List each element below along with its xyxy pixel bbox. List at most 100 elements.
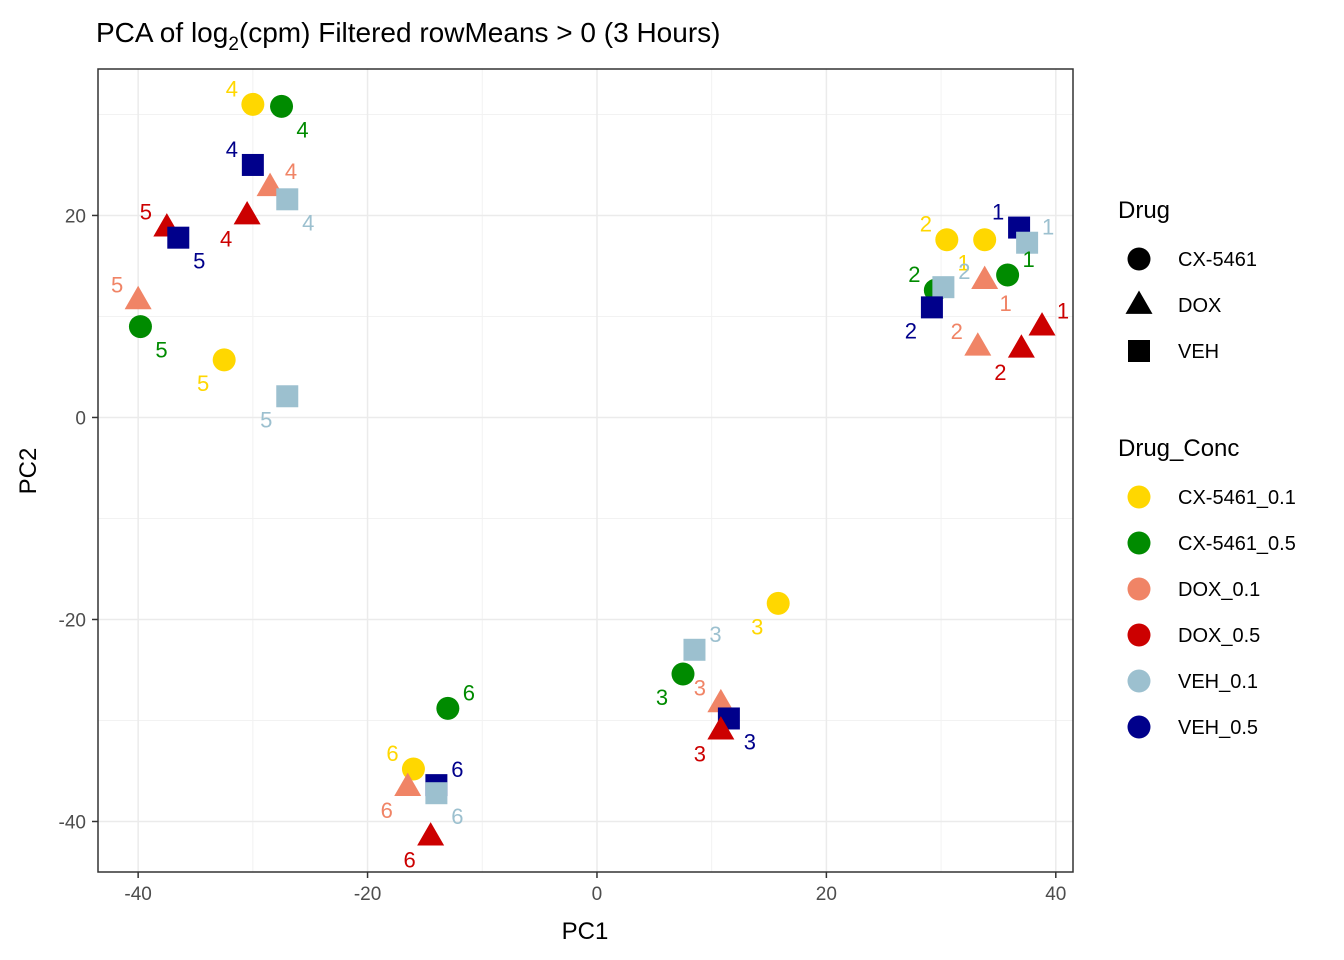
point-label: 3 [744,729,756,754]
data-point [1016,231,1039,254]
legend-color-title: Drug_Conc [1118,435,1239,462]
data-point [766,591,790,615]
x-tick-label: 20 [816,884,837,905]
point-label: 4 [226,76,238,101]
point-label: 5 [111,272,123,297]
point-label: 1 [958,251,970,276]
point-label: 2 [908,262,920,287]
legend-color-key [1127,715,1151,739]
data-point [683,638,706,661]
plot-panel-border [97,68,1074,873]
point-label: 2 [920,212,932,237]
y-tick-label: 20 [65,206,86,227]
point-label: 5 [193,249,205,274]
legend-shape-key [1125,290,1153,314]
legend-shape-label: DOX [1178,295,1221,317]
point-label: 1 [1042,215,1054,240]
point-label: 3 [709,622,721,647]
legend-color-item: CX-5461_0.5 [1127,531,1296,555]
point-label: 3 [656,685,668,710]
point-label: 6 [451,804,463,829]
data-point [920,296,943,319]
legend-color-key [1127,577,1151,601]
y-tick-label: 0 [75,408,86,429]
data-point [212,348,236,372]
legend-color-label: VEH_0.1 [1178,671,1258,693]
point-label: 5 [260,407,272,432]
point-label: 4 [302,210,314,235]
data-point [996,263,1020,287]
x-axis: -40 -20 0 20 40 [124,872,1066,905]
data-point [973,228,997,252]
data-point [436,696,460,720]
minor-grid [98,69,1073,872]
point-label: 6 [381,798,393,823]
data-point [167,226,190,249]
point-label: 3 [694,742,706,767]
legend-shape-item: DOX [1125,290,1221,317]
point-label: 6 [386,741,398,766]
data-point [394,772,422,797]
data-point [241,153,264,176]
point-label: 4 [296,117,308,142]
legend-color-key [1127,669,1151,693]
data-point [276,188,299,211]
legend-color-label: VEH_0.5 [1178,717,1258,739]
major-grid [98,69,1073,872]
data-point [971,265,999,289]
data-point [425,782,448,805]
legend-shape-label: CX-5461 [1178,249,1257,271]
point-label: 1 [992,200,1004,225]
legend-shape-key [1127,247,1151,271]
data-point [276,385,299,408]
data-point [935,228,959,252]
point-label: 2 [958,259,970,284]
legend-color-label: CX-5461_0.1 [1178,487,1296,509]
legend-shape-label: VEH [1178,341,1219,363]
point-label: 3 [694,675,706,700]
data-point [707,716,735,740]
point-label: 4 [285,159,297,184]
point-label: 3 [751,614,763,639]
legend-color-label: CX-5461_0.5 [1178,533,1296,555]
point-label: 5 [197,371,209,396]
point-label: 2 [905,318,917,343]
chart-title: PCA of log2(cpm) Filtered rowMeans > 0 (… [96,17,720,55]
legend-color-item: DOX_0.5 [1127,623,1260,647]
data-point [1007,334,1035,358]
legend-shape-item: VEH [1128,340,1219,363]
y-tick-label: -20 [59,610,86,631]
legend-color-key [1127,485,1151,509]
legend-color-items: CX-5461_0.1 CX-5461_0.5 DOX_0.1 DOX_0.5 VEH_… [1127,485,1296,739]
y-axis-title: PC2 [15,448,42,495]
legend-color-label: DOX_0.1 [1178,579,1260,601]
data-point [124,285,152,310]
point-label: 5 [140,200,152,225]
legend-shape-items: CX-5461 DOX VEH [1125,247,1257,363]
plot-panel [98,69,1073,872]
legend-color-item: VEH_0.1 [1127,669,1258,693]
legend-shape-title: Drug [1118,197,1170,224]
data-point [1028,312,1056,336]
data-point [964,332,992,356]
legend-shape-item: CX-5461 [1127,247,1257,271]
data-point [270,94,294,118]
point-label: 2 [951,319,963,344]
data-point [671,662,695,686]
data-point [932,276,955,299]
point-label: 6 [451,757,463,782]
point-label: 4 [220,226,232,251]
x-tick-label: 0 [592,884,603,905]
legend-color-key [1127,623,1151,647]
legend-shape-key [1128,340,1150,362]
data-points [124,92,1056,846]
data-point [707,688,735,713]
point-label: 6 [463,680,475,705]
point-label: 1 [1022,247,1034,272]
point-label: 1 [1000,291,1012,316]
legend-color-item: CX-5461_0.1 [1127,485,1296,509]
data-point [128,315,152,339]
data-point [241,92,265,116]
x-tick-label: 40 [1045,884,1066,905]
legend-color-key [1127,531,1151,555]
